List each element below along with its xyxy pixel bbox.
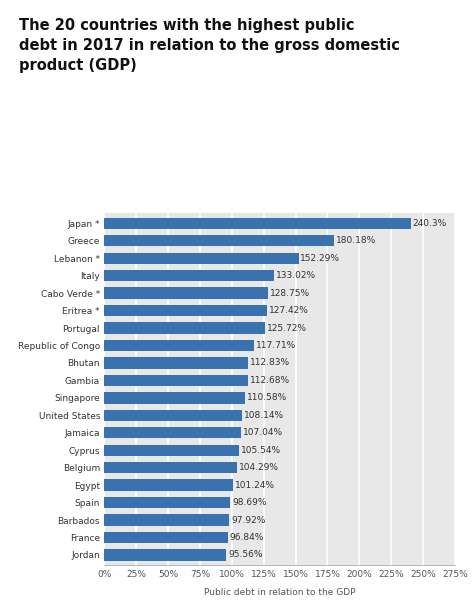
Bar	[104, 532, 228, 543]
Bar	[104, 462, 237, 474]
Text: 180.18%: 180.18%	[336, 237, 376, 245]
Bar	[104, 375, 248, 386]
Text: 112.68%: 112.68%	[250, 376, 290, 385]
Text: 133.02%: 133.02%	[276, 271, 316, 280]
Bar	[104, 427, 241, 438]
Bar	[104, 497, 230, 508]
Bar	[104, 270, 274, 282]
Text: 95.56%: 95.56%	[228, 550, 263, 559]
Text: 240.3%: 240.3%	[413, 219, 447, 228]
Bar	[104, 549, 226, 561]
Text: 117.71%: 117.71%	[256, 341, 297, 350]
Bar	[104, 410, 242, 421]
Text: 105.54%: 105.54%	[241, 446, 281, 455]
Bar	[104, 288, 268, 299]
X-axis label: Public debt in relation to the GDP: Public debt in relation to the GDP	[204, 588, 356, 596]
Bar	[104, 340, 255, 351]
Bar	[104, 514, 229, 526]
Text: 104.29%: 104.29%	[239, 463, 279, 472]
Bar	[104, 305, 267, 316]
Text: 97.92%: 97.92%	[231, 516, 265, 525]
Bar	[104, 252, 299, 264]
Bar	[104, 480, 233, 491]
Text: 98.69%: 98.69%	[232, 498, 266, 507]
Text: 101.24%: 101.24%	[235, 481, 275, 489]
Text: 96.84%: 96.84%	[230, 533, 264, 542]
Bar	[104, 392, 246, 404]
Text: 107.04%: 107.04%	[243, 428, 283, 437]
Bar	[104, 358, 248, 368]
Bar	[104, 218, 411, 229]
Bar	[104, 322, 264, 334]
Text: The 20 countries with the highest public
debt in 2017 in relation to the gross d: The 20 countries with the highest public…	[19, 18, 400, 73]
Text: 108.14%: 108.14%	[244, 411, 284, 420]
Bar	[104, 444, 239, 456]
Text: 110.58%: 110.58%	[247, 393, 288, 402]
Text: 127.42%: 127.42%	[269, 306, 309, 315]
Bar	[104, 235, 334, 246]
Text: 125.72%: 125.72%	[266, 323, 307, 333]
Text: 152.29%: 152.29%	[301, 254, 340, 263]
Text: 128.75%: 128.75%	[270, 289, 310, 297]
Text: 112.83%: 112.83%	[250, 359, 290, 367]
